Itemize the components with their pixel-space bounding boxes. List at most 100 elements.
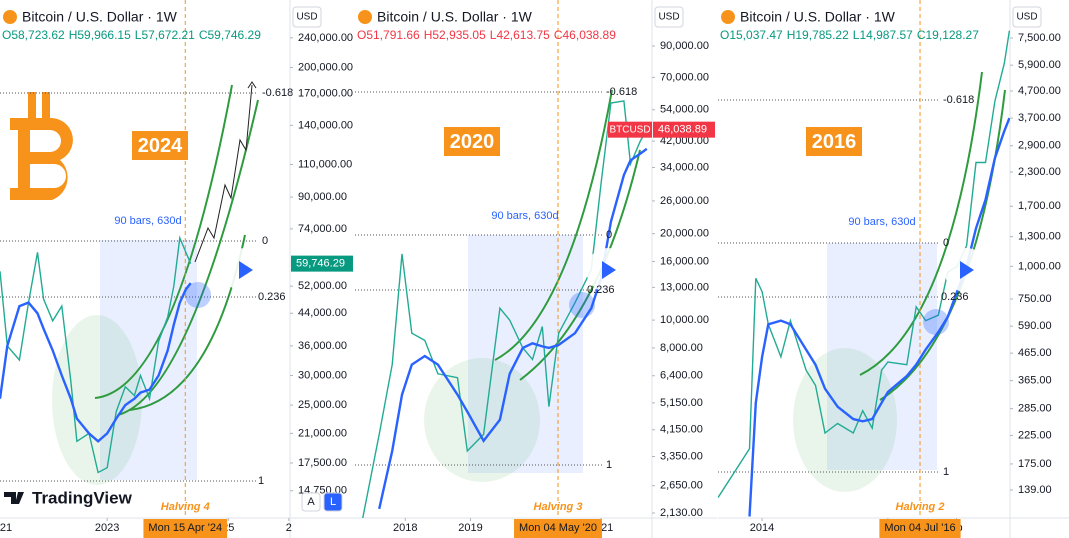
y-tick-label: 20,000.00 xyxy=(660,228,709,240)
y-tick-label: 6,400.00 xyxy=(660,370,703,382)
y-tick-label: 8,000.00 xyxy=(660,342,703,354)
x-tick-label: 2023 xyxy=(95,522,119,534)
symbol-tag-box xyxy=(608,121,652,138)
halving-date-box xyxy=(514,519,602,538)
y-tick-label: 4,150.00 xyxy=(660,424,703,436)
year-badge xyxy=(806,127,862,156)
y-tick-label: 200,000.00 xyxy=(298,61,353,73)
moving-average xyxy=(0,282,192,443)
range-note: 90 bars, 630d xyxy=(114,215,181,227)
year-badge-text: 2016 xyxy=(812,131,857,153)
fib-label: 1 xyxy=(258,475,264,487)
y-tick-label: 52,000.00 xyxy=(298,280,347,292)
ohlc-value: H19,785.22 xyxy=(787,28,849,42)
symbol-icon xyxy=(358,10,372,24)
scale-button-label: L xyxy=(330,496,336,508)
halving-note: Halving 3 xyxy=(534,501,583,513)
arrow xyxy=(247,81,257,89)
play-icon xyxy=(602,261,616,279)
ohlc-value: C19,128.27 xyxy=(917,28,979,42)
panel-decor xyxy=(424,89,641,482)
y-tick-label: 140,000.00 xyxy=(298,119,353,131)
fib-label: -0.618 xyxy=(943,94,974,106)
halving-date-box xyxy=(143,519,228,538)
y-tick-label: 5,150.00 xyxy=(660,397,703,409)
x-tick-label: 2018 xyxy=(393,522,417,534)
y-tick-label: 365.00 xyxy=(1018,375,1052,387)
bitcoin-logo xyxy=(10,118,73,200)
y-tick-label: 90,000.00 xyxy=(660,40,709,52)
y-tick-label: 175.00 xyxy=(1018,458,1052,470)
y-tick-label: 170,000.00 xyxy=(298,88,353,100)
halving-note: Halving 2 xyxy=(896,501,945,513)
ohlc-value: O58,723.62 xyxy=(2,28,65,42)
y-tick-label: 1,300.00 xyxy=(1018,231,1061,243)
y-tick-label: 30,000.00 xyxy=(298,369,347,381)
axis-unit: USD xyxy=(658,12,679,23)
y-tick-label: 25,000.00 xyxy=(298,399,347,411)
cup xyxy=(52,315,142,485)
y-tick-label: 2,650.00 xyxy=(660,480,703,492)
y-tick-label: 70,000.00 xyxy=(660,71,709,83)
ohlc-value: L57,672.21 xyxy=(135,28,195,42)
range-note: 90 bars, 630d xyxy=(848,216,915,228)
y-tick-label: 21,000.00 xyxy=(298,427,347,439)
fib-label: 0.236 xyxy=(587,284,615,296)
play-icon xyxy=(239,261,253,279)
curve xyxy=(519,149,641,381)
y-tick-label: 16,000.00 xyxy=(660,255,709,267)
curve xyxy=(117,99,259,416)
price-tag: 59,746.29 xyxy=(296,258,345,270)
x-tick-label: 21 xyxy=(0,522,12,534)
panel-decor xyxy=(10,81,259,485)
y-tick-label: 2,900.00 xyxy=(1018,140,1061,152)
year-badge-text: 2020 xyxy=(450,131,495,153)
symbol-icon xyxy=(3,10,17,24)
tv-logo xyxy=(4,492,24,504)
chart-panel: Bitcoin / U.S. Dollar · 1W O51,791.66 H52,… xyxy=(355,0,717,538)
axis-unit: USD xyxy=(296,12,317,23)
y-tick-label: 34,000.00 xyxy=(660,161,709,173)
moving-average xyxy=(378,147,648,510)
y-tick-label: 139.00 xyxy=(1018,484,1052,496)
ohlc-value: O51,791.66 xyxy=(357,28,420,42)
halving-note: Halving 4 xyxy=(161,501,210,513)
y-tick-label: 1,000.00 xyxy=(1018,260,1061,272)
y-tick-label: 5,900.00 xyxy=(1018,59,1061,71)
x-tick-label: 2 xyxy=(286,522,292,534)
fib-label: 0.236 xyxy=(258,291,286,303)
y-tick-label: 225.00 xyxy=(1018,429,1052,441)
unit-box xyxy=(654,6,684,28)
x-tick-label: 2019 xyxy=(458,522,482,534)
halving-date: Mon 04 Jul '16 xyxy=(884,522,955,534)
unit-box xyxy=(292,6,322,28)
y-tick-label: 17,500.00 xyxy=(298,457,347,469)
symbol-tag: BTCUSD xyxy=(609,124,650,135)
price-tag-box xyxy=(653,121,715,138)
scale-button[interactable] xyxy=(301,492,321,512)
fib-label: 1 xyxy=(606,459,612,471)
ohlc-value: L14,987.57 xyxy=(853,28,913,42)
y-tick-label: 2,300.00 xyxy=(1018,166,1061,178)
y-tick-label: 42,000.00 xyxy=(660,135,709,147)
y-tick-label: 44,000.00 xyxy=(298,307,347,319)
ohlc-value: C59,746.29 xyxy=(199,28,261,42)
y-tick-label: 4,700.00 xyxy=(1018,85,1061,97)
bitcoin-logo xyxy=(42,92,50,120)
price-line xyxy=(718,30,1010,498)
cup xyxy=(424,358,540,482)
axis-unit: USD xyxy=(1016,12,1037,23)
fib-label: 0 xyxy=(262,235,268,247)
bitcoin-logo xyxy=(28,92,36,120)
y-tick-label: 3,700.00 xyxy=(1018,112,1061,124)
curve xyxy=(859,71,983,376)
halving-date: Mon 04 May '20 xyxy=(519,522,597,534)
highlight-circle xyxy=(185,282,211,308)
halving-date: Mon 15 Apr '24 xyxy=(148,522,222,534)
y-tick-label: 3,350.00 xyxy=(660,450,703,462)
panel-decor xyxy=(793,71,1006,492)
scale-button[interactable] xyxy=(323,492,343,512)
y-tick-label: 465.00 xyxy=(1018,347,1052,359)
